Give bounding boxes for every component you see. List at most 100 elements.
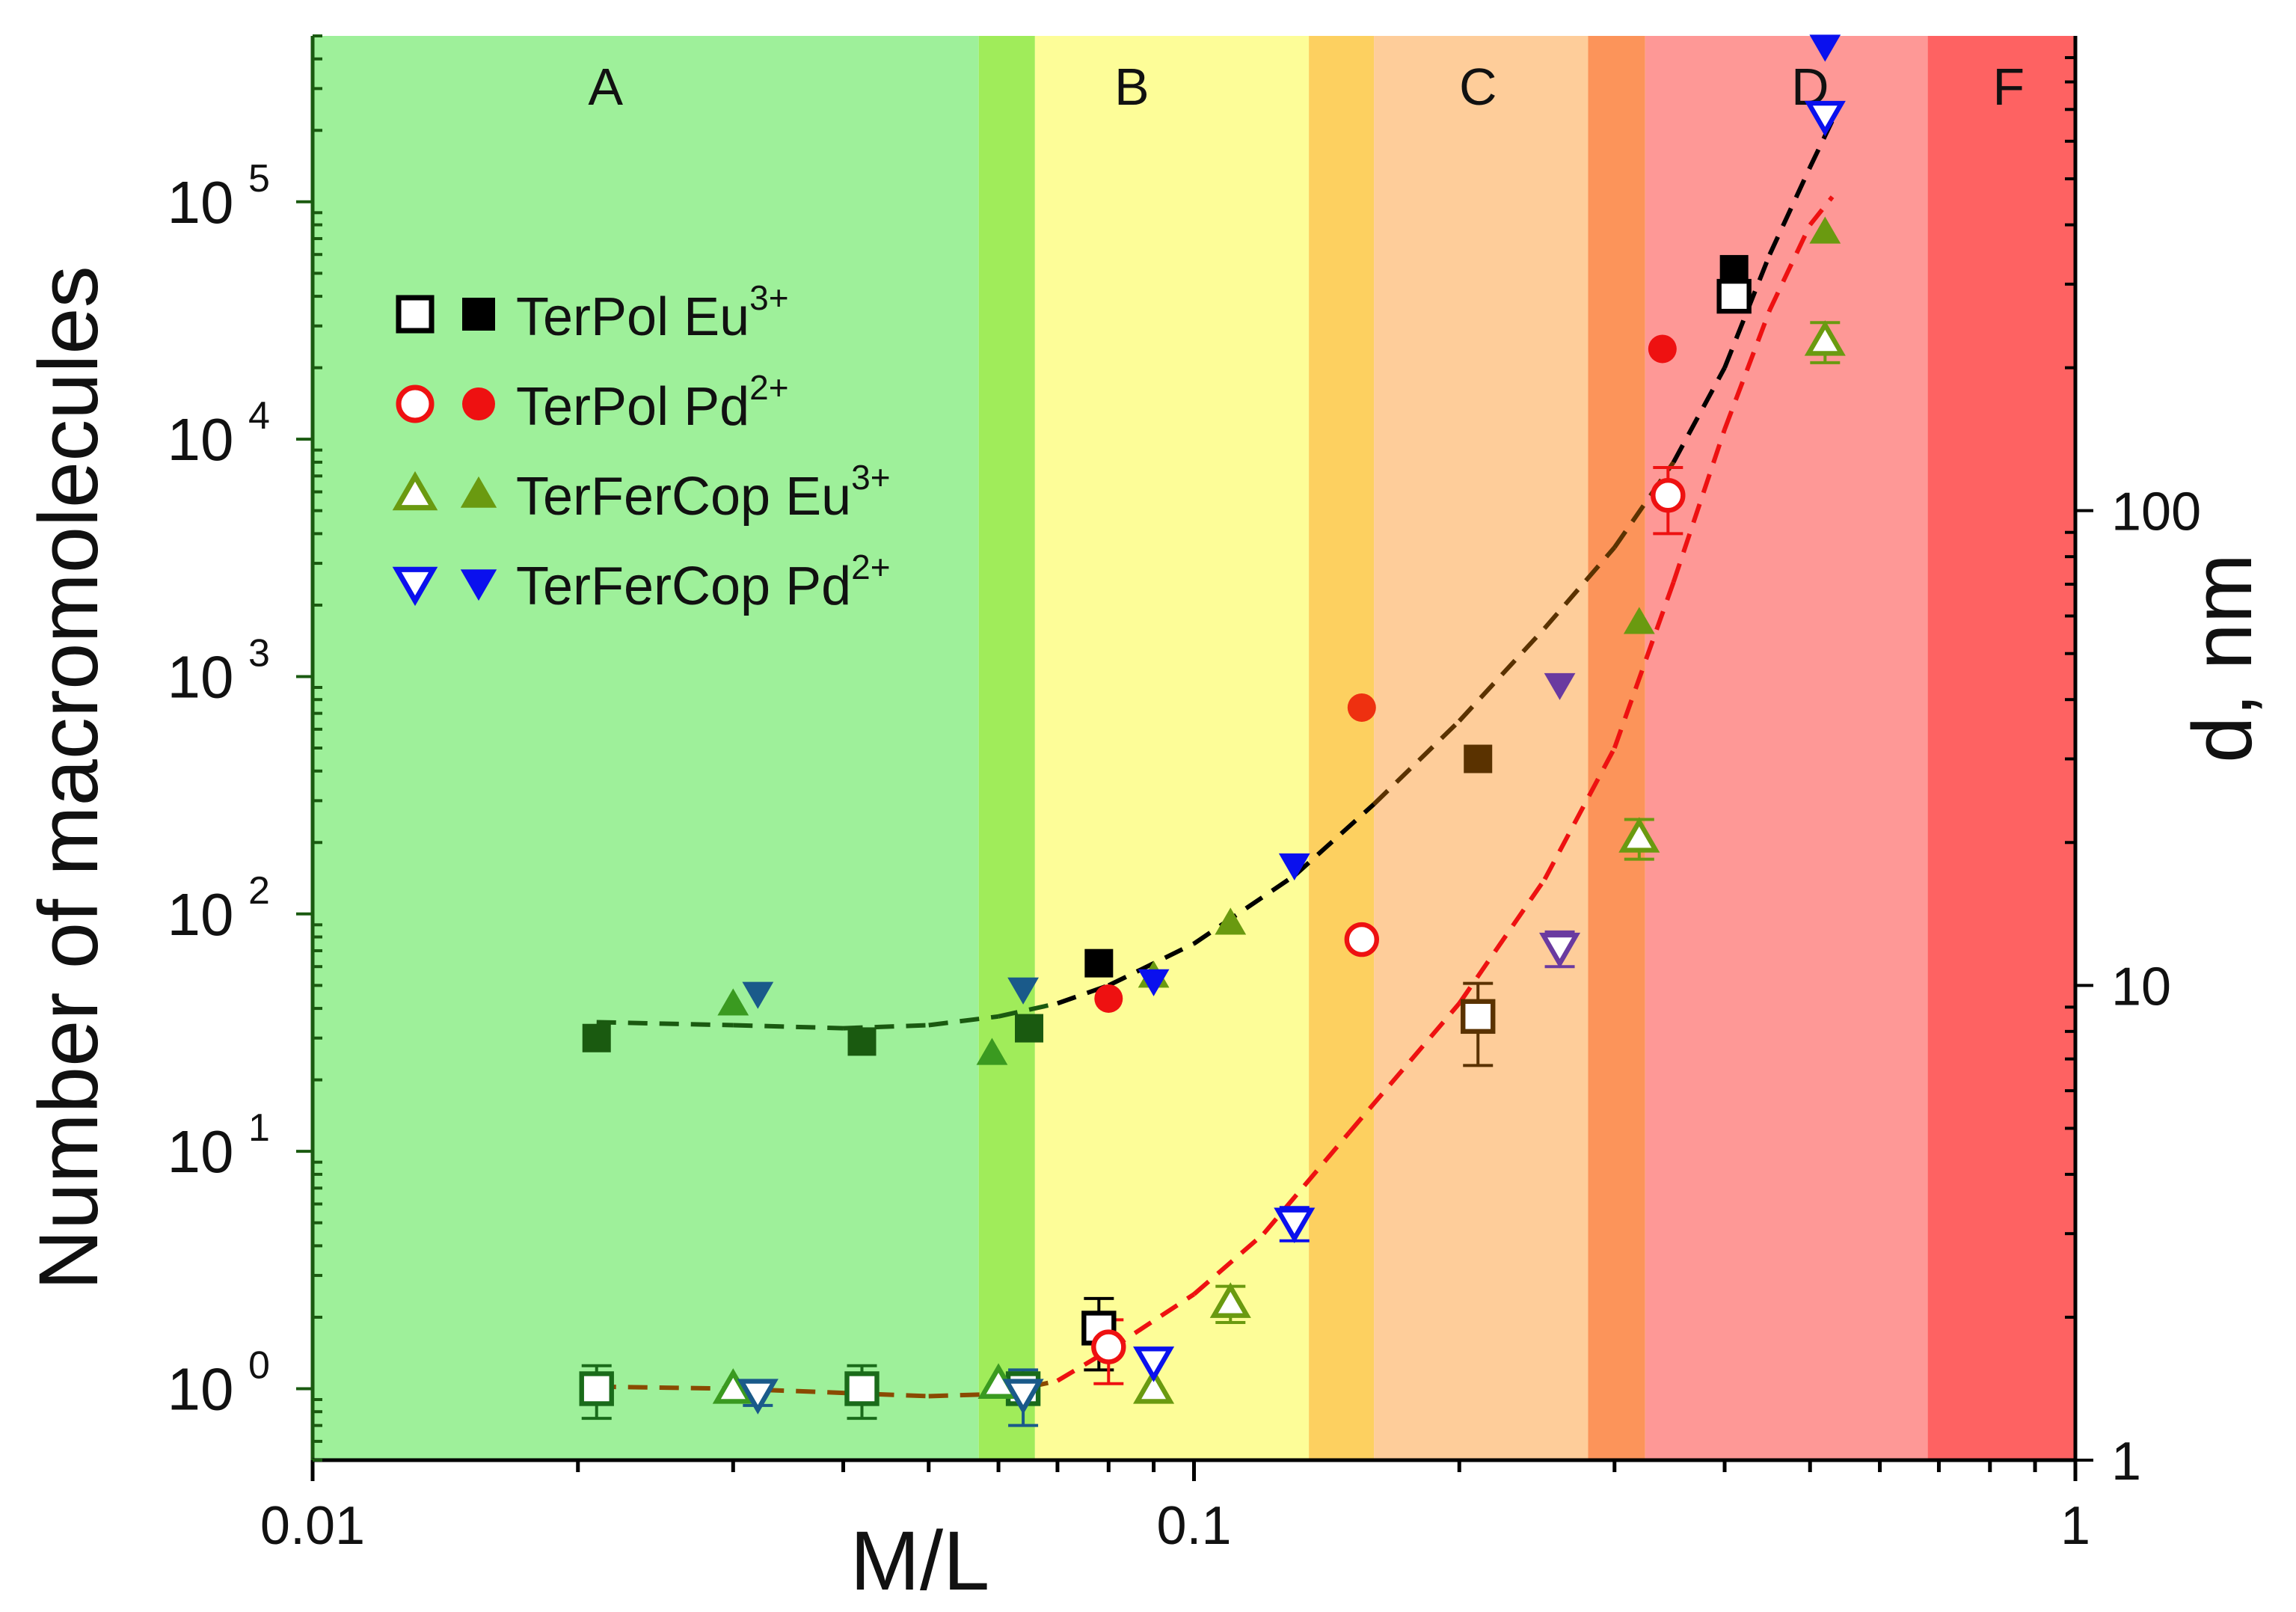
data-point-6-2 — [1133, 1346, 1175, 1382]
y-tick-label-4: 10 — [168, 406, 234, 473]
legend-label-charge-1: 2+ — [749, 368, 788, 407]
data-point-3-2 — [1648, 334, 1677, 364]
data-point-1-5 — [1719, 254, 1749, 284]
x-axis-title: M/L — [850, 1514, 990, 1608]
data-point-1-1 — [847, 1027, 877, 1056]
region-label-f: F — [1992, 58, 2025, 116]
region-band-3 — [1309, 36, 1375, 1460]
x-tick-label-2: 1 — [2060, 1496, 2090, 1556]
data-point-7-3 — [1278, 853, 1310, 880]
y-tick-label-2: 10 — [168, 881, 234, 948]
region-band-0 — [313, 36, 979, 1460]
data-point-0-1 — [844, 1371, 880, 1406]
fit-line-0-segment-12 — [1612, 461, 1676, 549]
data-point-4-0 — [712, 1368, 754, 1404]
fit-line-0-segment-10 — [1458, 626, 1547, 723]
y2-tick-label-0: 1 — [2111, 1432, 2141, 1492]
y2-axis-title: d, nm — [2176, 554, 2269, 763]
fit-line-1-segment-11 — [1542, 747, 1617, 880]
fit-line-0-segment-13 — [1672, 367, 1727, 464]
region-label-b: B — [1114, 58, 1149, 116]
fit-line-1-segment-3 — [928, 1391, 999, 1399]
data-point-6-3 — [1274, 1207, 1316, 1244]
legend-label-charge-0: 3+ — [749, 278, 788, 317]
region-label-c: C — [1459, 58, 1497, 116]
y-tick-exponent-1: 1 — [248, 1106, 270, 1150]
fit-line-1-segment-9 — [1347, 1002, 1461, 1134]
data-point-0-0 — [579, 1371, 614, 1406]
fit-line-1-segment-14 — [1722, 309, 1772, 431]
region-band-6 — [1645, 36, 1928, 1460]
legend-marker-filled-0 — [462, 298, 495, 331]
data-point-0-5 — [1716, 278, 1752, 314]
fit-line-1-segment-15 — [1767, 224, 1812, 311]
legend-marker-open-2 — [392, 471, 438, 511]
y-tick-exponent-5: 5 — [248, 157, 270, 200]
fit-line-1-segment-7 — [1192, 1231, 1265, 1296]
region-bands — [313, 36, 2075, 1460]
data-point-4-2 — [1133, 1368, 1175, 1404]
fit-line-1-segment-13 — [1671, 429, 1727, 583]
data-point-6-5 — [1804, 100, 1846, 137]
fit-line-0-segment-8 — [1292, 802, 1376, 877]
fit-line-0-segment-7 — [1192, 874, 1296, 946]
fit-line-0-segment-11 — [1543, 545, 1617, 630]
legend-label-text-1: TerPol Pd — [516, 377, 749, 437]
y-tick-label-0: 10 — [168, 1355, 234, 1422]
fit-line-1-segment-0 — [596, 1384, 734, 1391]
data-point-1-4 — [1464, 744, 1493, 773]
data-point-1-2 — [1015, 1014, 1044, 1043]
y-tick-exponent-3: 3 — [248, 631, 270, 675]
data-point-5-1 — [976, 1038, 1008, 1065]
fit-line-1-segment-8 — [1262, 1131, 1351, 1236]
fit-line-1-segment-10 — [1457, 877, 1547, 1005]
region-band-1 — [978, 36, 1035, 1460]
region-band-2 — [1034, 36, 1310, 1460]
fit-line-0-segment-14 — [1722, 254, 1772, 369]
data-point-3-0 — [1094, 984, 1123, 1013]
legend-label-1: TerPol Pd2+ — [516, 368, 789, 437]
data-point-5-3 — [1215, 907, 1247, 935]
y-tick-label-1: 10 — [168, 1118, 234, 1185]
y-tick-exponent-0: 0 — [248, 1343, 270, 1387]
data-point-5-5 — [1809, 216, 1841, 244]
data-point-7-1 — [1007, 977, 1039, 1005]
legend-marker-filled-2 — [460, 476, 497, 508]
fit-line-0-segment-6 — [1107, 941, 1195, 988]
data-point-6-0 — [737, 1379, 779, 1415]
y-tick-label-3: 10 — [168, 643, 234, 710]
legend-label-text-2: TerFerCop Eu — [516, 467, 851, 527]
data-point-3-1 — [1347, 693, 1376, 722]
fit-line-0-segment-0 — [596, 1020, 734, 1028]
fit-line-0-segment-1 — [733, 1023, 844, 1031]
data-point-5-0 — [717, 988, 749, 1016]
region-label-a: A — [588, 58, 623, 116]
legend-label-text-3: TerFerCop Pd — [516, 557, 851, 616]
fit-line-0-segment-9 — [1372, 719, 1461, 806]
x-tick-label-1: 0.1 — [1156, 1496, 1231, 1556]
data-point-7-0 — [742, 981, 774, 1009]
y2-tick-label-1: 10 — [2111, 957, 2171, 1017]
legend-label-charge-3: 2+ — [851, 548, 890, 586]
data-markers — [579, 34, 1846, 1415]
legend-label-charge-2: 3+ — [851, 458, 890, 497]
y-tick-exponent-4: 4 — [248, 394, 270, 438]
legend-label-3: TerFerCop Pd2+ — [516, 548, 891, 616]
data-point-1-3 — [1084, 948, 1114, 978]
data-point-7-2 — [1138, 969, 1170, 996]
data-point-4-5 — [1804, 320, 1846, 356]
data-point-4-4 — [1618, 817, 1660, 853]
data-point-7-4 — [1544, 672, 1576, 700]
fit-line-1-segment-16 — [1808, 195, 1835, 227]
fit-line-0-segment-15 — [1767, 166, 1812, 256]
data-point-0-4 — [1461, 999, 1496, 1035]
data-point-4-3 — [1209, 1282, 1251, 1318]
data-point-2-2 — [1651, 478, 1686, 513]
fit-line-0-segment-3 — [928, 1014, 999, 1028]
data-point-6-1 — [1002, 1379, 1044, 1415]
x-tick-label-0: 0.01 — [260, 1496, 365, 1556]
data-point-5-4 — [1623, 607, 1655, 634]
